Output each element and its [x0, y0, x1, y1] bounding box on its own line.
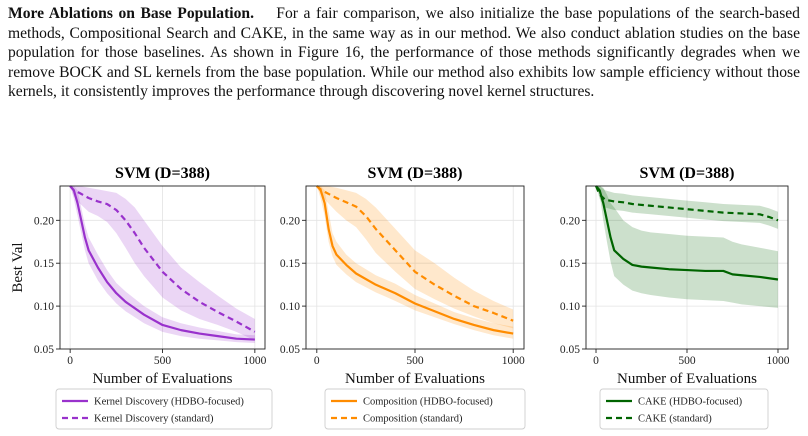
series-line-hdbo-focused [595, 185, 779, 281]
legend-entry: Kernel Discovery (HDBO-focused) [94, 397, 244, 408]
y-tick-label: 0.20 [560, 215, 580, 227]
y-tick-label: 0.15 [280, 258, 300, 270]
x-tick-label: 500 [154, 355, 172, 367]
x-axis-label: Number of Evaluations [93, 371, 233, 387]
legend: Kernel Discovery (HDBO-focused) Kernel Di… [55, 388, 273, 430]
chart-title: SVM (D=388) [640, 165, 735, 182]
legend-entry: CAKE (standard) [638, 414, 712, 425]
x-tick-label: 1000 [243, 355, 266, 367]
x-tick-label: 500 [406, 355, 424, 367]
confidence-band [316, 186, 514, 329]
legend-frame [599, 388, 769, 430]
legend-entry: Kernel Discovery (standard) [94, 414, 214, 425]
x-tick-label: 500 [678, 355, 696, 367]
y-tick-label: 0.05 [280, 344, 300, 356]
y-tick-label: 0.10 [560, 301, 580, 313]
confidence-band [70, 186, 255, 341]
legend-entry: CAKE (HDBO-focused) [638, 397, 743, 408]
x-tick-label: 1000 [502, 355, 525, 367]
legend: Composition (HDBO-focused) Composition (s… [324, 388, 526, 430]
series-line-standard [69, 185, 256, 333]
legend-entry: Composition (HDBO-focused) [363, 397, 493, 408]
y-tick-label: 0.15 [560, 258, 580, 270]
y-tick-label: 0.20 [34, 215, 54, 227]
series-line-hdbo-focused [69, 185, 255, 341]
y-tick-label: 0.05 [34, 344, 54, 356]
confidence-band [596, 186, 778, 308]
paragraph-body: For a fair comparison, we also initializ… [8, 5, 800, 101]
legend-frame [324, 388, 526, 430]
chart-panel-2: 0 500 1000 0.05 0.10 0.15 0.20 SVM (D=388) Numbe… [280, 165, 526, 430]
chart-title: SVM (D=388) [115, 165, 210, 182]
x-tick-label: 0 [67, 355, 73, 367]
legend: CAKE (HDBO-focused) CAKE (standard) [599, 388, 769, 430]
x-tick-label: 0 [593, 355, 599, 367]
y-tick-label: 0.10 [280, 301, 300, 313]
series-line-standard [594, 185, 779, 222]
chart-title: SVM (D=388) [368, 165, 463, 182]
x-tick-label: 1000 [766, 355, 789, 367]
x-axis-label: Number of Evaluations [345, 371, 485, 387]
chart-panel-3: 0 500 1000 0.05 0.10 0.15 0.20 SVM (D=388) Numbe… [560, 165, 790, 430]
legend-frame [55, 388, 273, 430]
y-tick-label: 0.20 [280, 215, 300, 227]
y-tick-label: 0.10 [34, 301, 54, 313]
legend-entry: Composition (standard) [363, 414, 463, 425]
ablation-paragraph: More Ablations on Base Population. For a… [8, 4, 800, 102]
x-axis-label: Number of Evaluations [617, 371, 757, 387]
series-line-standard [316, 185, 514, 322]
y-axis-label: Best Val [10, 242, 26, 292]
x-tick-label: 0 [314, 355, 320, 367]
series-line-hdbo-focused [315, 185, 514, 335]
chart-panel-1: 0 500 1000 0.05 0.10 0.15 0.20 SVM (D=388) Numbe… [10, 165, 273, 430]
confidence-band [316, 186, 514, 339]
paragraph-heading: More Ablations on Base Population. [8, 5, 254, 22]
y-tick-label: 0.05 [560, 344, 580, 356]
y-tick-label: 0.15 [34, 258, 54, 270]
confidence-band [596, 186, 778, 229]
